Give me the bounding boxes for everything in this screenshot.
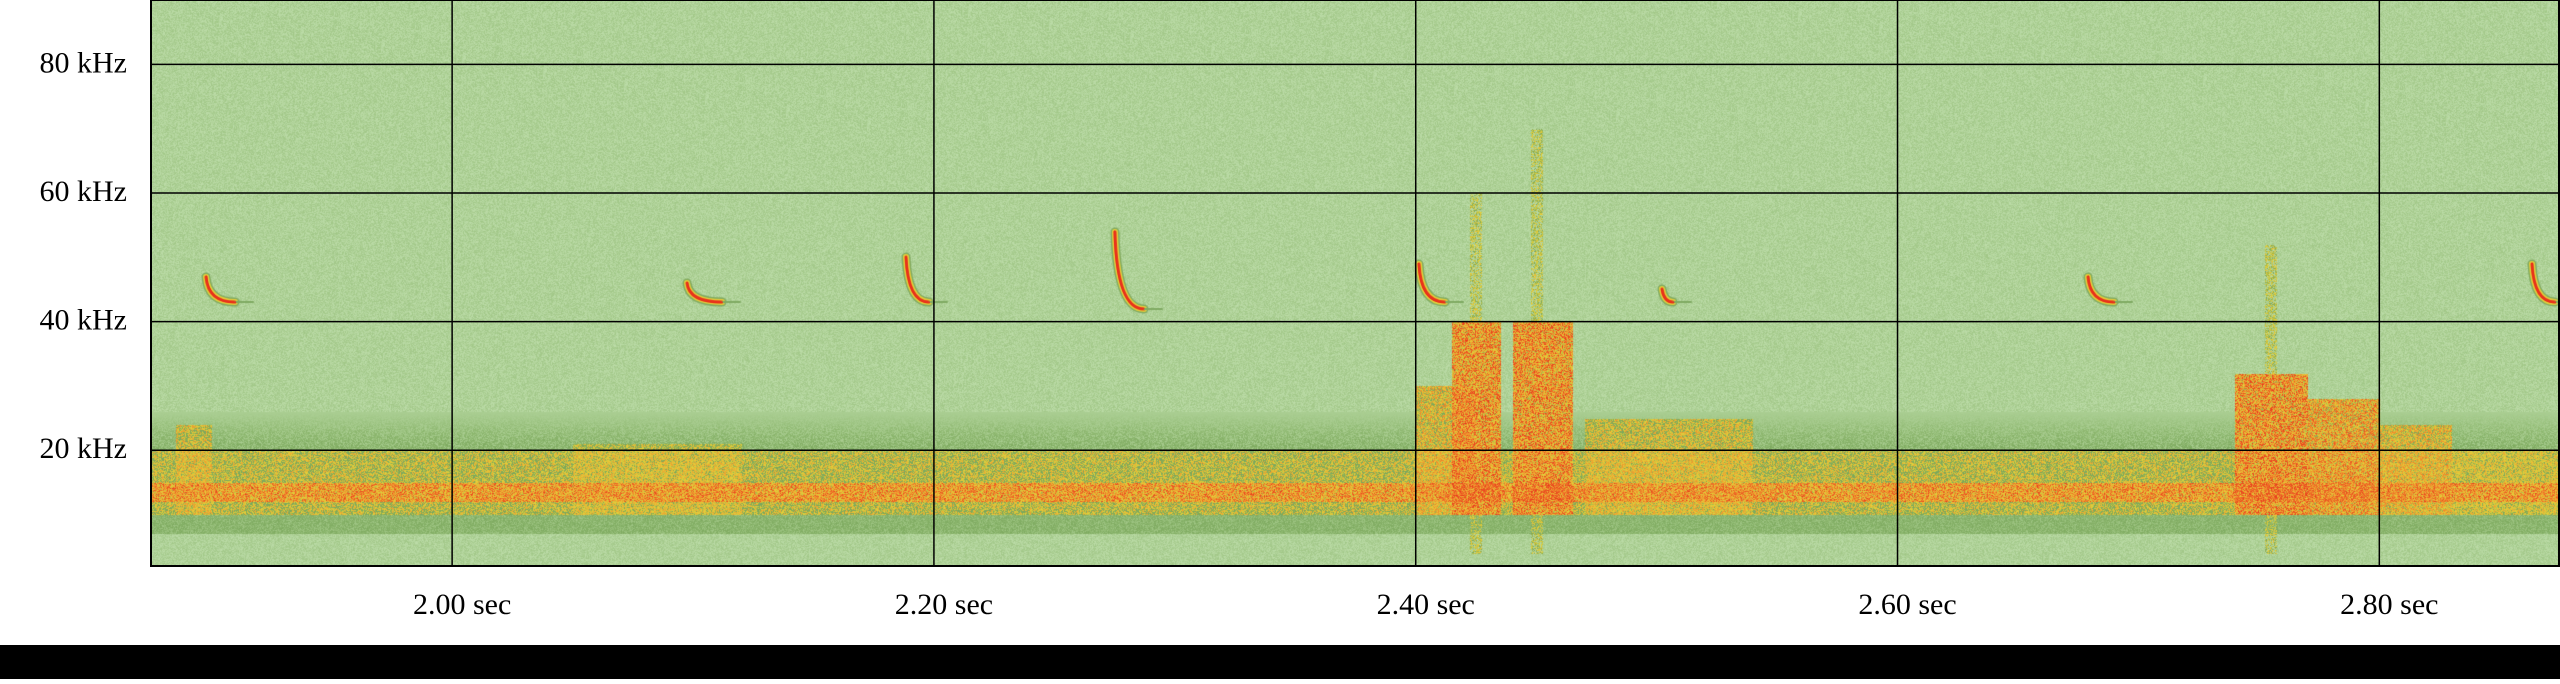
call-mark-4 (1113, 230, 1145, 310)
call-mark-1 (205, 275, 237, 304)
x-tick-label: 2.60 sec (1858, 588, 1956, 621)
x-tick-label: 2.40 sec (1377, 588, 1475, 621)
plot-frame (150, 0, 2560, 567)
call-mark-5 (1417, 262, 1446, 304)
call-mark-2 (686, 282, 723, 304)
x-tick-label: 2.80 sec (2340, 588, 2438, 621)
spectrogram-energy (151, 0, 2560, 566)
x-tick-label: 2.00 sec (413, 588, 511, 621)
y-tick-label: 60 kHz (40, 175, 127, 208)
call-mark-8 (2531, 262, 2557, 304)
x-tick-label: 2.20 sec (895, 588, 993, 621)
call-mark-7 (2087, 275, 2116, 304)
call-mark-6 (1660, 288, 1675, 304)
call-mark-3 (904, 256, 931, 304)
y-tick-label: 40 kHz (40, 304, 127, 337)
y-tick-label: 20 kHz (40, 432, 127, 465)
y-tick-label: 80 kHz (40, 46, 127, 79)
bottom-bar (0, 645, 2560, 679)
